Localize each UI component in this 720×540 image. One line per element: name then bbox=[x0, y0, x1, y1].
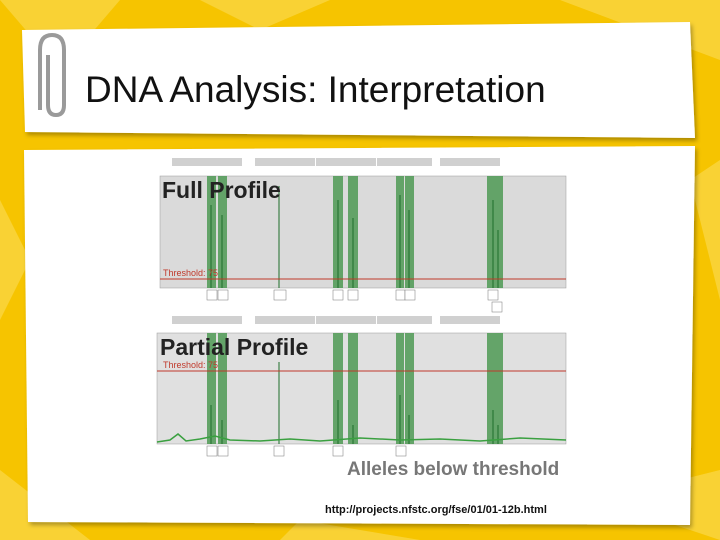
slide-title: DNA Analysis: Interpretation bbox=[85, 69, 546, 110]
header-bars bbox=[172, 158, 500, 166]
partial-profile-panel: Partial Profile Threshold: 75 Alleles be… bbox=[145, 313, 570, 483]
allele-bins bbox=[207, 333, 503, 444]
allele-boxes bbox=[206, 445, 407, 457]
header-bars bbox=[172, 316, 500, 324]
threshold-label: Threshold: 75 bbox=[163, 268, 218, 278]
baseline-noise bbox=[156, 433, 567, 443]
source-url: http://projects.nfstc.org/fse/01/01-12b.… bbox=[325, 504, 547, 516]
full-profile-panel: Full Profile Threshold: 75 bbox=[145, 155, 570, 315]
peaks bbox=[210, 186, 499, 288]
threshold-label: Threshold: 75 bbox=[163, 360, 218, 370]
paperclip bbox=[38, 32, 66, 118]
annotation: Alleles below threshold bbox=[347, 459, 559, 480]
allele-boxes bbox=[206, 289, 503, 313]
panel-label: Partial Profile bbox=[160, 334, 308, 360]
panel-label: Full Profile bbox=[162, 177, 281, 203]
title-card bbox=[22, 22, 695, 138]
